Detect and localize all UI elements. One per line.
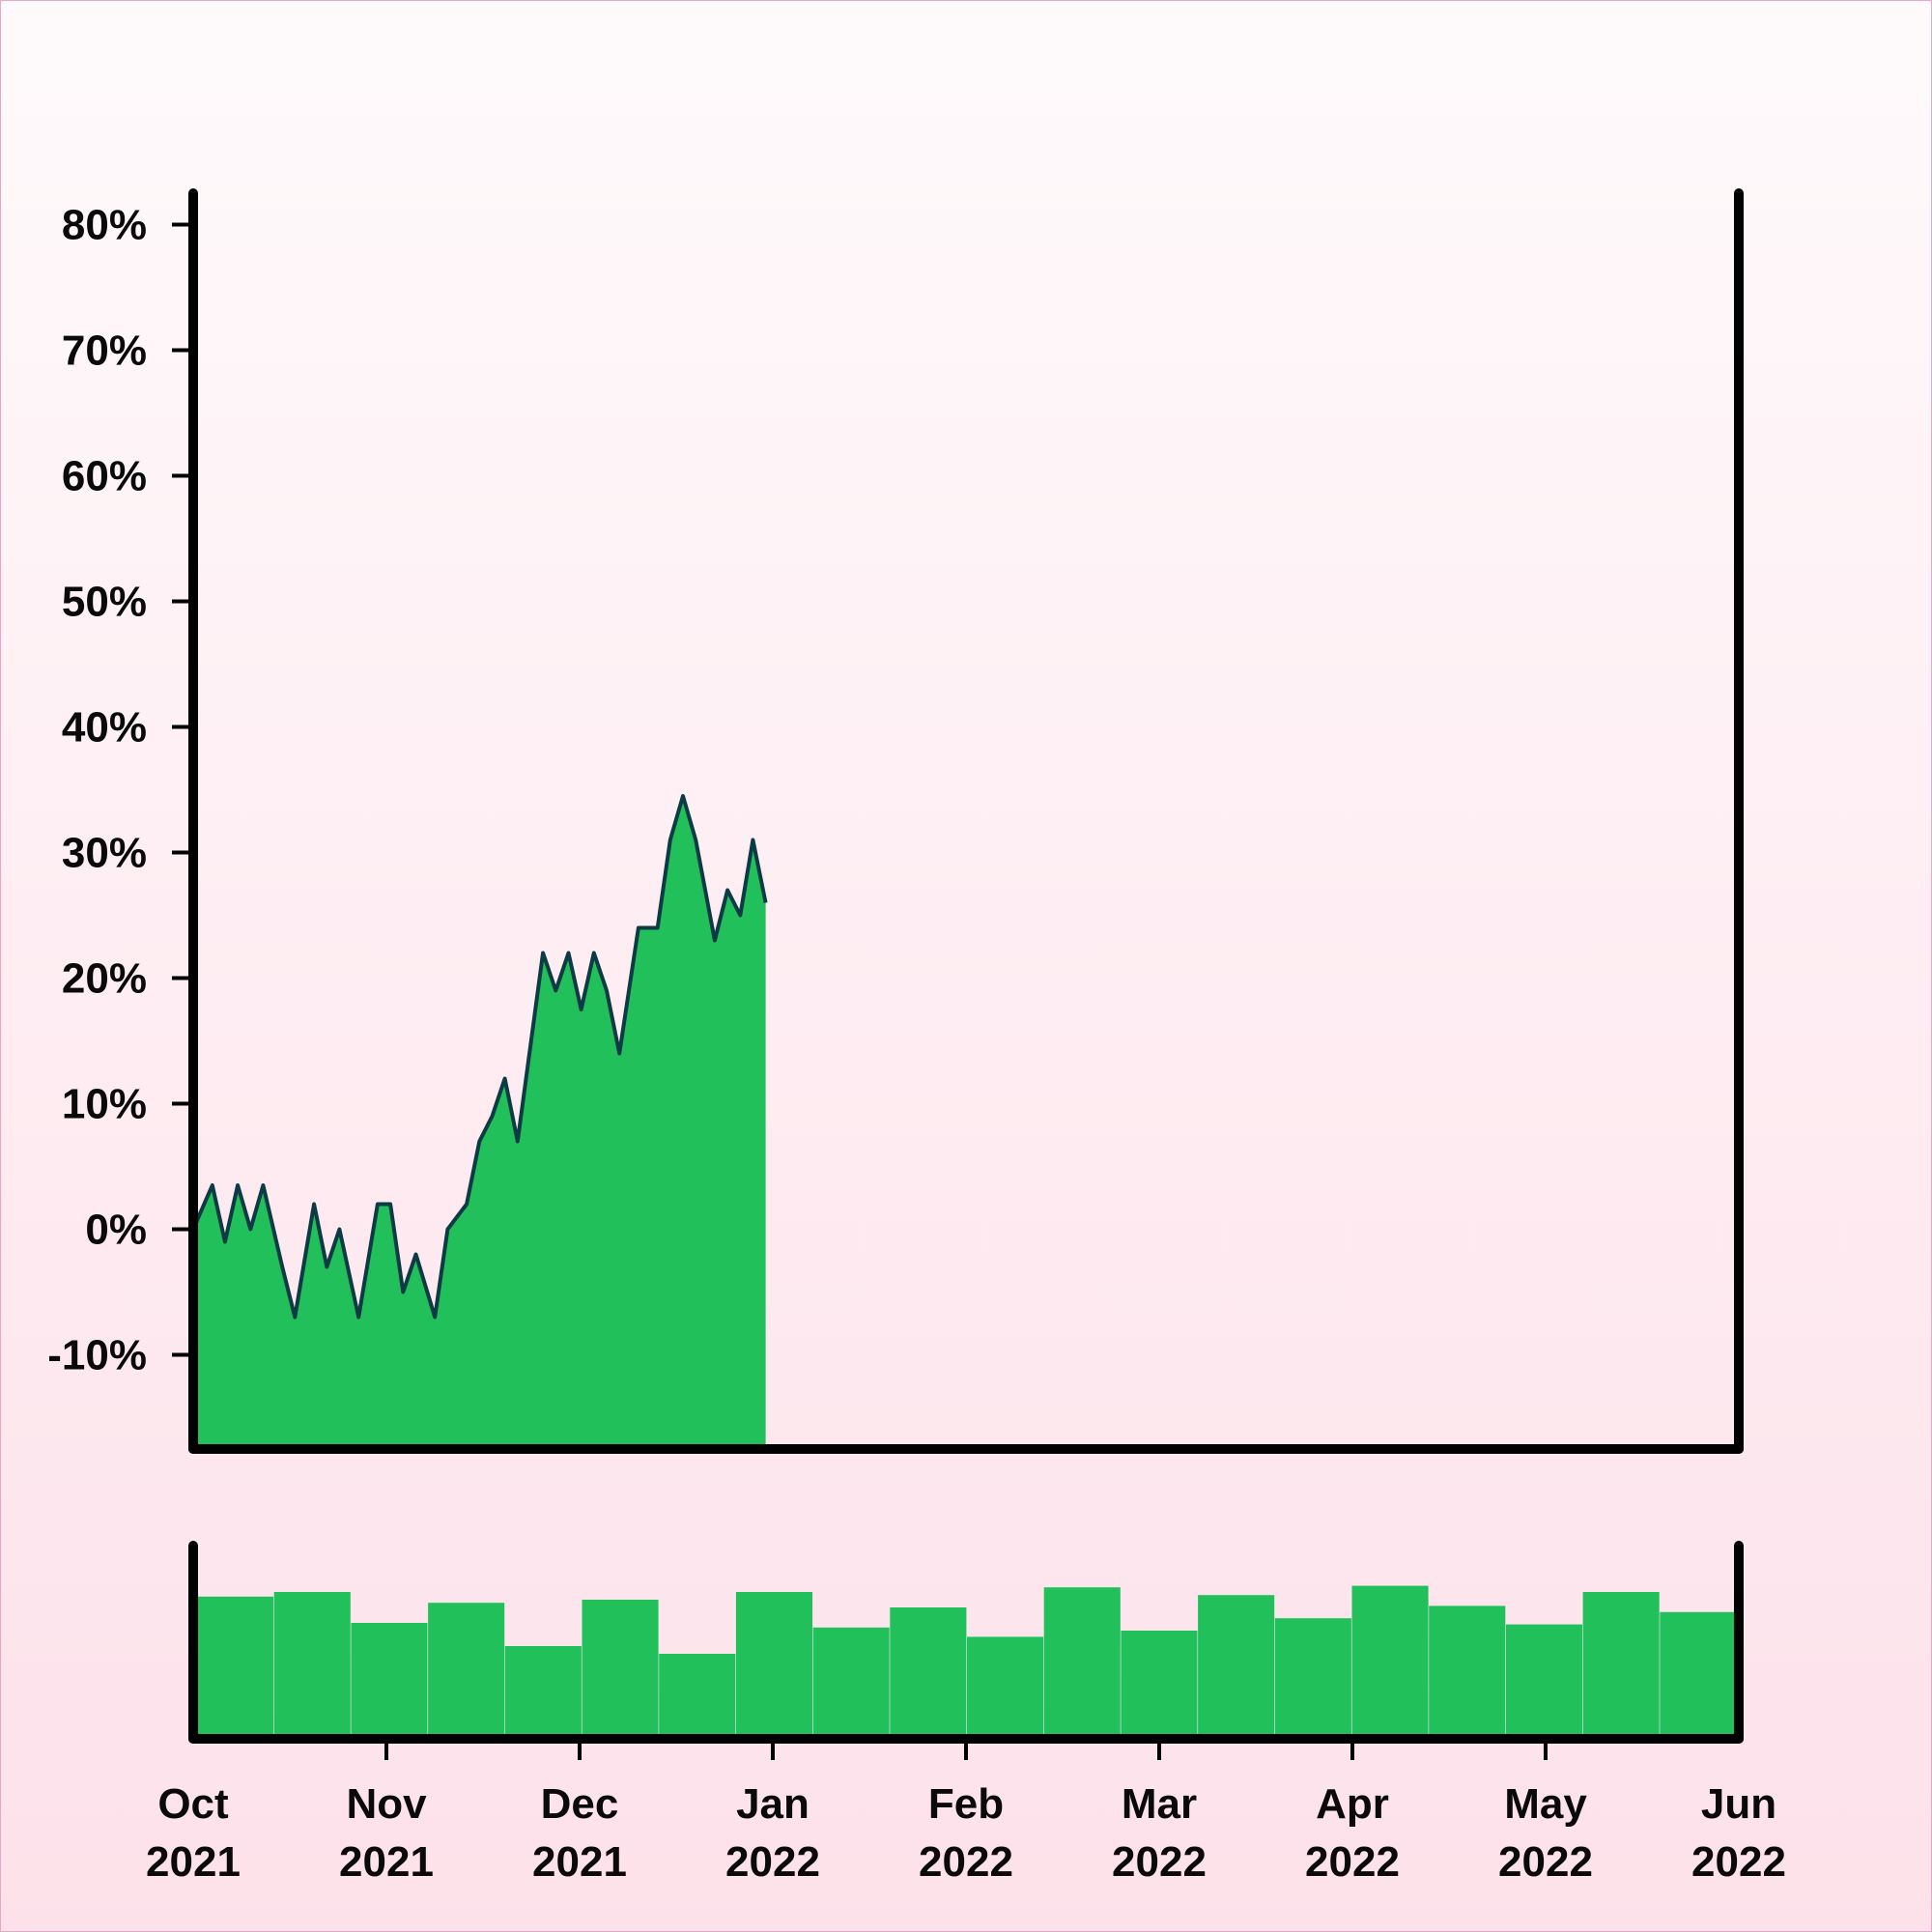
y-tick-label: -10% (47, 1332, 147, 1379)
x-tick-label-month: May (1504, 1780, 1587, 1828)
volume-bar (273, 1592, 351, 1739)
x-tick-label-year: 2022 (1305, 1838, 1400, 1886)
x-tick-label-month: Jun (1701, 1780, 1776, 1828)
x-tick-label-month: Oct (157, 1780, 229, 1828)
y-tick-label: 70% (62, 327, 147, 375)
volume-bar (659, 1654, 736, 1739)
volume-bar (504, 1646, 582, 1739)
volume-bar (1429, 1605, 1506, 1739)
x-tick-label-year: 2021 (532, 1838, 627, 1886)
volume-bar (812, 1627, 890, 1739)
y-tick-label: 0% (85, 1207, 147, 1254)
x-tick-label-month: Mar (1122, 1780, 1197, 1828)
x-tick-label-month: Dec (541, 1780, 619, 1828)
x-tick-label-year: 2022 (725, 1838, 820, 1886)
y-axis: -10% 0% 10% 20% 30% 40% 50% 60% 70% 80% (47, 202, 193, 1379)
y-tick-label: 60% (62, 453, 147, 500)
y-tick-label: 10% (62, 1081, 147, 1128)
y-tick-label: 20% (62, 955, 147, 1003)
x-tick-label-year: 2022 (1498, 1838, 1593, 1886)
y-tick-label: 50% (62, 579, 147, 626)
y-tick-label: 30% (62, 830, 147, 877)
x-tick-label-month: Feb (928, 1780, 1004, 1828)
area-fill (193, 796, 766, 1449)
main-panel (188, 188, 1744, 1454)
x-tick-label-month: Apr (1316, 1780, 1389, 1828)
volume-bar (967, 1636, 1044, 1739)
volume-bar (735, 1592, 812, 1739)
volume-bar (1582, 1592, 1660, 1739)
x-tick-label-year: 2021 (146, 1838, 241, 1886)
volume-bar (890, 1607, 967, 1739)
volume-bar (428, 1603, 505, 1739)
y-tick-label: 80% (62, 202, 147, 249)
volume-bar (351, 1623, 428, 1739)
volume-bar (1274, 1618, 1351, 1739)
x-tick-label-year: 2022 (1112, 1838, 1207, 1886)
volume-bar (582, 1600, 659, 1739)
x-tick-label-year: 2022 (919, 1838, 1013, 1886)
volume-bar (1121, 1631, 1198, 1739)
x-tick-label-month: Nov (346, 1780, 427, 1828)
volume-bar (1198, 1595, 1275, 1739)
volume-bar (1043, 1587, 1121, 1739)
y-tick-label: 40% (62, 704, 147, 752)
area-line (191, 794, 768, 1320)
volume-bar (1351, 1585, 1429, 1739)
x-tick-label-year: 2021 (339, 1838, 434, 1886)
x-axis: Oct 2021 Nov 2021 Dec 2021 Jan 2022 Feb 2022 Mar 20… (146, 1739, 1786, 1886)
volume-bar (1660, 1611, 1737, 1739)
x-tick-label-month: Jan (736, 1780, 810, 1828)
volume-panel (188, 1541, 1744, 1744)
x-tick-label-year: 2022 (1691, 1838, 1786, 1886)
volume-bar (1505, 1624, 1582, 1739)
volume-bar (197, 1596, 274, 1739)
